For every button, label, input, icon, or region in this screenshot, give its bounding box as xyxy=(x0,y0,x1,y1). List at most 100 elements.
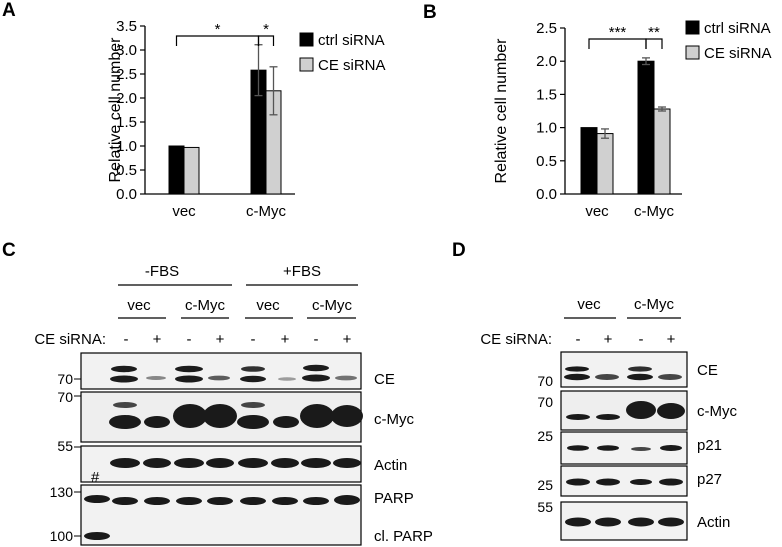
bar xyxy=(653,108,671,195)
sirna-sign: - xyxy=(251,331,256,348)
x-tick-label: c-Myc xyxy=(634,203,674,220)
sirna-sign: + xyxy=(667,331,676,348)
bands-p27 xyxy=(566,478,683,486)
bands-actin xyxy=(565,517,684,527)
mw-marker: 100 xyxy=(50,528,74,544)
mw-marker: 130 xyxy=(50,484,74,500)
sirna-label: CE siRNA: xyxy=(480,331,552,348)
y-tick-label: 1.5 xyxy=(116,114,137,131)
sirna-sign: - xyxy=(639,331,644,348)
mw-marker: 55 xyxy=(537,499,553,515)
sirna-sign: + xyxy=(153,331,162,348)
blot-c: -FBS +FBS vec c-Myc vec c-Myc CE siRNA: … xyxy=(34,263,433,546)
mw-marker: 70 xyxy=(57,389,73,405)
legend-swatch xyxy=(299,57,314,72)
bar xyxy=(596,133,614,195)
mw-marker: 70 xyxy=(57,371,73,387)
bands-ce xyxy=(110,364,357,383)
subgroup-label: vec xyxy=(577,296,601,313)
significance-label: * xyxy=(215,21,221,38)
y-tick-label: 0.5 xyxy=(116,162,137,179)
mw-marker: 25 xyxy=(537,477,553,493)
y-tick-label: 2.0 xyxy=(116,90,137,107)
row-label-c-myc: c-Myc xyxy=(697,403,737,420)
row-label-parp: PARP xyxy=(374,490,414,507)
x-tick-label: c-Myc xyxy=(246,203,286,220)
chart-a: 0.0 0.5 1.0 1.5 2.0 2.5 3.0 3.5 Relative cell nu… xyxy=(107,18,386,220)
significance-label: *** xyxy=(609,24,627,41)
sirna-sign: - xyxy=(314,331,319,348)
bands-p21 xyxy=(567,445,682,451)
panel-label-c: C xyxy=(2,240,16,261)
y-tick-label: 1.0 xyxy=(116,138,137,155)
legend-label: CE siRNA xyxy=(704,45,772,62)
sirna-sign: + xyxy=(216,331,225,348)
bar xyxy=(168,145,185,195)
sirna-sign: + xyxy=(604,331,613,348)
bands-parp xyxy=(84,495,360,540)
sirna-signs: - + - + - + - + xyxy=(124,331,352,348)
y-tick-label: 1.5 xyxy=(536,86,557,103)
hash-mark: # xyxy=(91,469,100,486)
subgroup-label: c-Myc xyxy=(634,296,674,313)
bar xyxy=(183,146,200,195)
row-label-actin: Actin xyxy=(374,457,407,474)
sirna-signs: - + - + xyxy=(576,331,676,348)
mw-marker: 70 xyxy=(537,373,553,389)
legend-swatch xyxy=(299,32,314,47)
legend-swatch xyxy=(685,45,700,60)
bands-ce xyxy=(564,366,682,381)
mw-marker: 25 xyxy=(537,428,553,444)
blot-membrane-parp xyxy=(80,484,362,546)
significance-label: ** xyxy=(648,24,660,41)
significance-label: * xyxy=(263,21,269,38)
group-label-minus-fbs: -FBS xyxy=(145,263,179,280)
row-label-c-myc: c-Myc xyxy=(374,411,414,428)
row-label-ce: CE xyxy=(374,371,395,388)
chart-b: 0.0 0.5 1.0 1.5 2.0 2.5 Relative cell number ve… xyxy=(493,20,772,220)
bar xyxy=(637,60,655,195)
significance-bracket xyxy=(645,38,663,49)
sirna-label: CE siRNA: xyxy=(34,331,106,348)
x-tick-label: vec xyxy=(585,203,609,220)
subgroup-label: vec xyxy=(256,297,280,314)
y-axis-label: Relative cell number xyxy=(493,38,510,184)
subgroup-label: c-Myc xyxy=(312,297,352,314)
y-tick-label: 0.5 xyxy=(536,153,557,170)
bands-c-myc xyxy=(566,401,685,420)
sirna-sign: - xyxy=(124,331,129,348)
y-tick-label: 1.0 xyxy=(536,120,557,137)
legend-label: ctrl siRNA xyxy=(318,32,385,49)
row-label-ce: CE xyxy=(697,362,718,379)
y-tick-label: 0.0 xyxy=(536,186,557,203)
y-tick-label: 3.0 xyxy=(116,42,137,59)
legend-label: CE siRNA xyxy=(318,57,386,74)
y-tick-label: 2.0 xyxy=(536,53,557,70)
x-tick-label: vec xyxy=(172,203,196,220)
sirna-sign: + xyxy=(343,331,352,348)
mw-marker: 70 xyxy=(537,394,553,410)
bar xyxy=(580,127,598,195)
panel-label-d: D xyxy=(452,240,466,261)
mw-marker: 55 xyxy=(57,438,73,454)
bands-c-myc xyxy=(109,402,363,429)
subgroup-label: c-Myc xyxy=(185,297,225,314)
y-tick-label: 0.0 xyxy=(116,186,137,203)
y-tick-label: 3.5 xyxy=(116,18,137,35)
blot-d: vec c-Myc CE siRNA: - + - + 70 CE 70 c-Myc … xyxy=(480,296,737,541)
y-tick-label: 2.5 xyxy=(536,20,557,37)
row-label-actin: Actin xyxy=(697,514,730,531)
panel-label-a: A xyxy=(2,0,16,21)
bands-actin xyxy=(110,458,361,468)
legend-swatch xyxy=(685,20,700,35)
legend-label: ctrl siRNA xyxy=(704,20,771,37)
row-label-cl-parp: cl. PARP xyxy=(374,528,433,545)
row-label-p21: p21 xyxy=(697,437,722,454)
sirna-sign: - xyxy=(187,331,192,348)
panel-label-b: B xyxy=(423,2,437,23)
row-label-p27: p27 xyxy=(697,471,722,488)
y-axis-label: Relative cell number xyxy=(107,37,124,183)
subgroup-label: vec xyxy=(127,297,151,314)
sirna-sign: + xyxy=(281,331,290,348)
